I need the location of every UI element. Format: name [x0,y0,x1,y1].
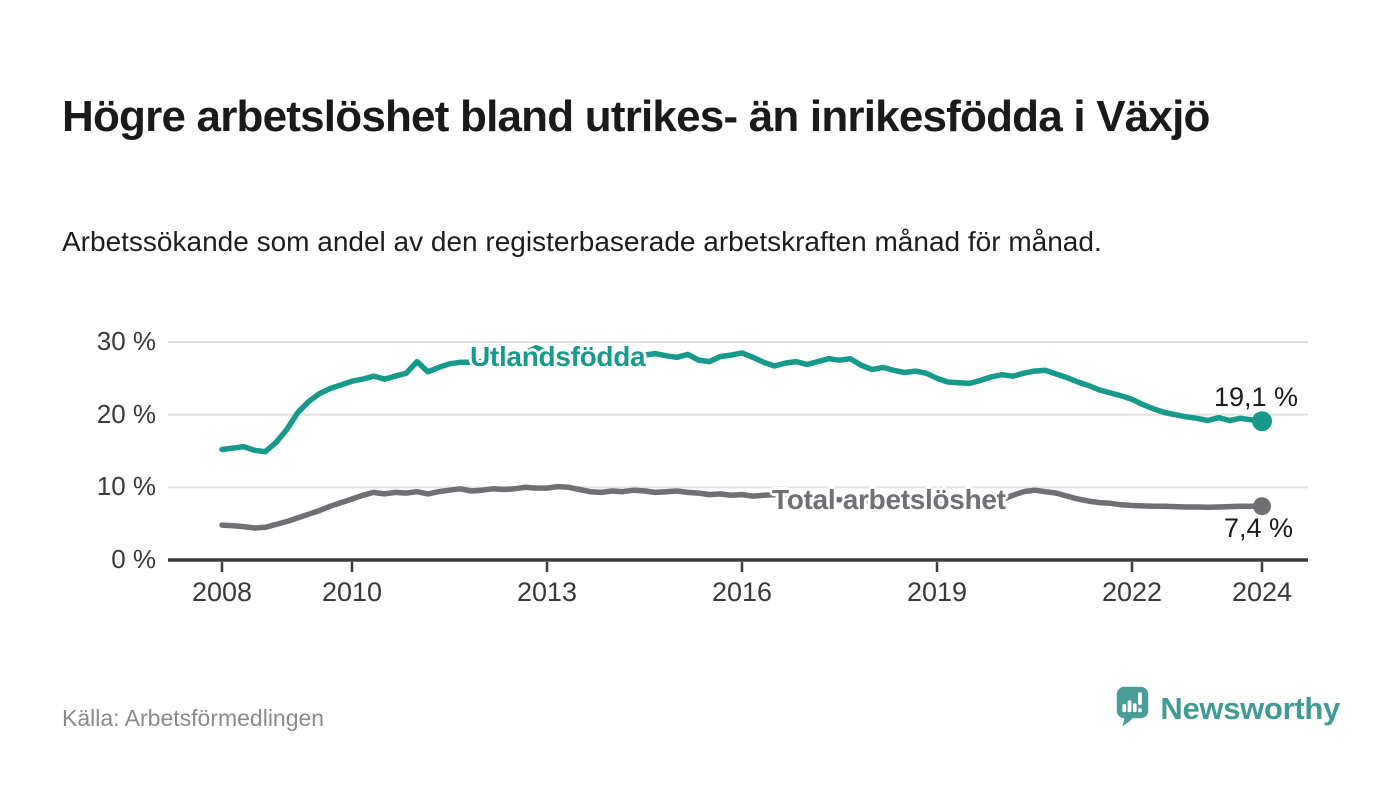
series-line-total-arbetsl-shet [219,483,1265,531]
page-title: Högre arbetslöshet bland utrikes- än inr… [62,92,1210,142]
x-tick-label-2019: 2019 [906,577,968,607]
series-label-total-arbetsloshet: Total arbetslöshet [772,484,1006,515]
x-tick-label-2024: 2024 [1231,577,1293,607]
series-end-dot-total [1253,497,1271,516]
x-tick-label-2016: 2016 [711,577,773,607]
brand-wordmark: Newsworthy [1160,691,1340,726]
page-subtitle: Arbetssökande som andel av den registerb… [62,226,1102,257]
end-value-label-total: 7,4 % [1224,513,1294,543]
y-tick-label-10: 10 % [96,471,156,502]
x-tick-label-2013: 2013 [516,577,578,607]
x-tick-label-2022: 2022 [1101,577,1163,607]
brand-logo: Newsworthy [1116,686,1340,728]
y-tick-label-30: 30 % [96,325,156,356]
series-end-dot-utlandsfodda [1252,411,1272,432]
x-tick-label-2008: 2008 [191,577,253,607]
series-line-utlandsf-dda [219,345,1265,455]
source-note: Källa: Arbetsförmedlingen [62,705,325,731]
series-label-utlandsfodda: Utlandsfödda [470,341,646,372]
end-value-label-utlandsfodda: 19,1 % [1214,382,1299,412]
newsworthy-speech-bubble-bar-chart-icon [1117,686,1149,727]
y-tick-label-0: 0 % [111,544,156,574]
y-tick-label-20: 20 % [96,398,156,429]
x-tick-label-2010: 2010 [321,577,383,607]
